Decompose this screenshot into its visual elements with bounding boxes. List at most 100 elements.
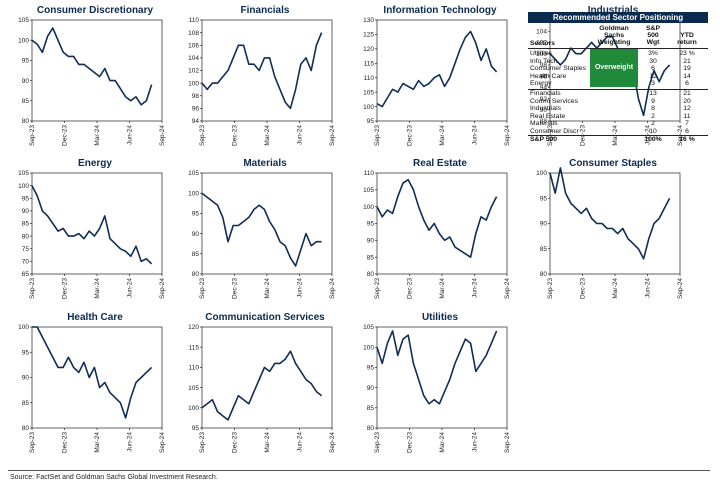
table-row: Utilities 3% 23 % xyxy=(528,50,708,58)
chart-svg: 95 100 105 110 115 120 125 130 Sep-23 Dec-23 Mar-2… xyxy=(363,17,511,146)
ytd-cell: 6 xyxy=(685,80,689,88)
ytd-cell: 21 xyxy=(683,57,691,65)
header-500: 500 xyxy=(647,32,659,39)
y-tick-label: 100 xyxy=(536,170,547,177)
header-sachs: Sachs xyxy=(603,32,625,39)
chart-title: Consumer Staples xyxy=(569,158,657,169)
table-row: Materials 2 7 xyxy=(528,120,708,128)
ytd-cell: 21 xyxy=(683,90,691,97)
header-sectors: Sectors xyxy=(530,40,555,47)
chart-materials: Materials 80 85 90 95 100 105 Sep-23 Dec-23 Mar-2… xyxy=(180,157,350,307)
y-tick-label: 120 xyxy=(363,46,374,53)
series-line xyxy=(31,27,153,106)
weight-cell: 2 xyxy=(651,120,655,128)
ytd-cell: 19 xyxy=(683,65,691,73)
x-tick-label: Jun-24 xyxy=(645,278,652,298)
y-tick-label: 105 xyxy=(363,324,374,331)
y-tick-label: 94 xyxy=(540,85,548,92)
x-tick-label: Sep-24 xyxy=(329,125,336,146)
chart-title: Industrials xyxy=(587,5,639,16)
y-tick-label: 85 xyxy=(22,98,30,105)
sector-cell: Comm Services xyxy=(530,97,578,105)
table-row: Health Care 12 14 xyxy=(528,73,708,81)
x-tick-label: Dec-23 xyxy=(407,278,414,299)
table-title: Recommended Sector Positioning xyxy=(528,12,708,23)
y-tick-label: 105 xyxy=(363,89,374,96)
ytd-cell: 23 % xyxy=(679,50,695,57)
x-tick-label: Sep-24 xyxy=(504,125,511,146)
x-tick-label: Dec-23 xyxy=(407,125,414,146)
y-tick-label: 96 xyxy=(192,106,200,113)
table-row: S&P 500 100% 16 % xyxy=(528,136,708,144)
y-tick-label: 104 xyxy=(536,28,547,35)
y-tick-label: 95 xyxy=(22,195,30,202)
y-tick-label: 110 xyxy=(189,17,200,24)
y-tick-label: 105 xyxy=(363,187,374,194)
y-tick-label: 80 xyxy=(540,271,548,278)
y-tick-label: 75 xyxy=(22,246,30,253)
x-tick-label: Sep-23 xyxy=(199,278,206,299)
series-line xyxy=(376,30,498,108)
ytd-cell: 11 xyxy=(683,112,691,120)
table-row: Consumer Staples 6 19 xyxy=(528,65,708,73)
y-tick-label: 98 xyxy=(192,93,200,100)
y-tick-label: 80 xyxy=(367,271,375,278)
chart-title: Financials xyxy=(240,5,290,16)
x-tick-label: Sep-23 xyxy=(29,278,36,299)
x-tick-label: Jun-24 xyxy=(472,432,479,452)
chart-svg: 95 100 105 110 115 120 Sep-23 Dec-23 Mar-24 Jun-2… xyxy=(188,324,336,453)
weight-cell: 3 xyxy=(651,80,655,88)
x-tick-label: Mar-24 xyxy=(439,125,446,146)
y-tick-label: 80 xyxy=(22,233,30,240)
x-tick-label: Mar-24 xyxy=(94,278,101,299)
y-tick-label: 100 xyxy=(18,324,29,331)
table-row: Comm Services 9 20 xyxy=(528,98,708,106)
y-tick-label: 90 xyxy=(540,107,548,114)
plot-frame xyxy=(201,172,333,275)
chart-consumer-discretionary: Consumer Discretionary 80 85 90 95 100 105 Sep-… xyxy=(10,4,180,154)
x-tick-label: Sep-23 xyxy=(374,278,381,299)
weight-cell: 8 xyxy=(651,105,655,113)
y-tick-label: 98 xyxy=(540,62,548,69)
weight-cell: 6 xyxy=(651,65,655,73)
y-tick-label: 105 xyxy=(18,170,29,177)
y-tick-label: 105 xyxy=(18,17,29,24)
plot-frame xyxy=(549,172,681,275)
y-tick-label: 95 xyxy=(192,425,200,432)
y-tick-label: 90 xyxy=(192,231,200,238)
y-tick-label: 100 xyxy=(188,80,199,87)
sector-cell: Health Care xyxy=(530,72,567,80)
header-wgt: Wgt xyxy=(646,39,660,46)
series-line xyxy=(31,185,153,265)
chart-svg: 80 85 90 95 100 105 Sep-23 Dec-23 Mar-24 Jun-24 Se… xyxy=(18,17,166,146)
ytd-cell: 12 xyxy=(683,105,691,113)
x-tick-label: Sep-23 xyxy=(29,125,36,146)
y-tick-label: 85 xyxy=(540,246,548,253)
x-tick-label: Sep-24 xyxy=(504,278,511,299)
y-tick-label: 94 xyxy=(192,118,200,125)
sector-cell: Financials xyxy=(530,90,561,97)
x-tick-label: Jun-24 xyxy=(127,125,134,145)
x-tick-label: Mar-24 xyxy=(439,278,446,299)
x-tick-label: Sep-23 xyxy=(199,432,206,453)
y-tick-label: 85 xyxy=(22,400,30,407)
sector-cell: Utilities xyxy=(530,50,552,57)
sector-cell: S&P 500 xyxy=(530,136,558,143)
y-tick-label: 90 xyxy=(367,385,375,392)
y-tick-label: 92 xyxy=(540,96,548,103)
series-line xyxy=(376,330,498,405)
y-tick-label: 130 xyxy=(363,17,374,24)
x-tick-label: Mar-24 xyxy=(439,432,446,453)
weight-cell: 10 xyxy=(649,128,657,135)
y-tick-label: 100 xyxy=(18,37,29,44)
y-tick-label: 102 xyxy=(188,68,199,75)
x-tick-label: Dec-23 xyxy=(232,278,239,299)
table-row: Energy 3 6 xyxy=(528,80,708,88)
y-tick-label: 95 xyxy=(22,58,30,65)
weight-cell: 13 xyxy=(649,90,657,97)
y-tick-label: 110 xyxy=(364,170,375,177)
plot-frame xyxy=(376,19,508,122)
x-tick-label: Mar-24 xyxy=(264,125,271,146)
y-tick-label: 105 xyxy=(188,385,199,392)
x-tick-label: Jun-24 xyxy=(297,432,304,452)
